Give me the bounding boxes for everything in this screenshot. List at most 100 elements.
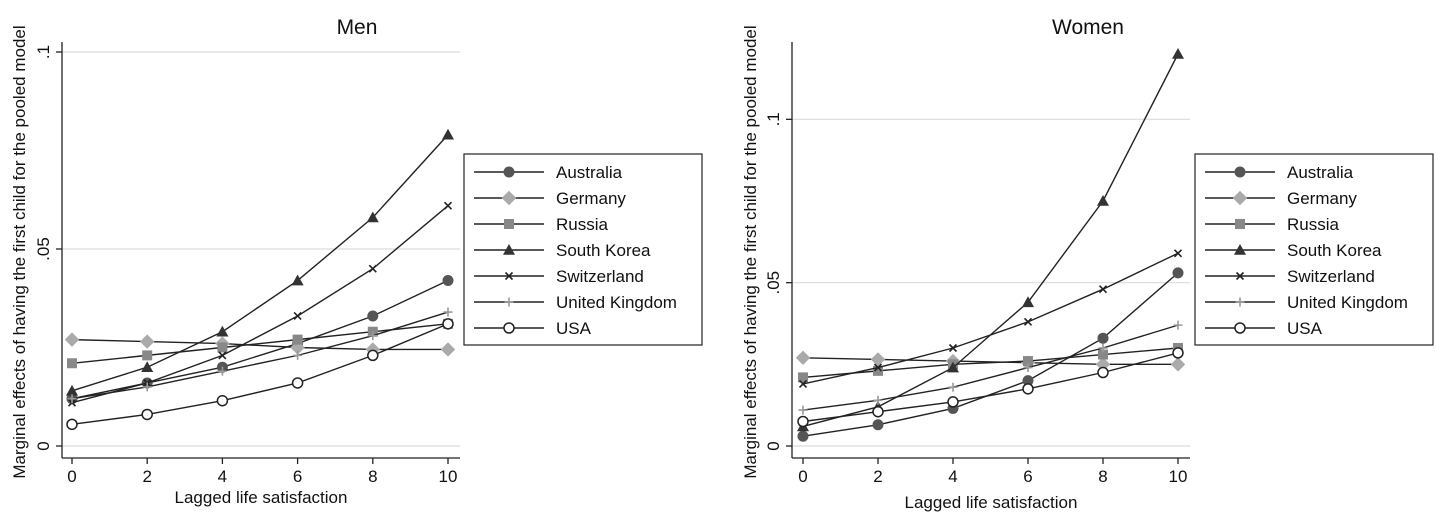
data-point (1098, 349, 1108, 360)
legend-label: Russia (1287, 215, 1340, 234)
data-point (142, 350, 153, 361)
x-tick-label: 10 (439, 467, 458, 486)
legend-marker (1234, 322, 1246, 334)
legend-marker (1235, 219, 1245, 229)
series-australia (66, 275, 454, 405)
data-point (443, 307, 453, 317)
data-point (948, 343, 958, 353)
legend-item-south-korea: South Korea (474, 241, 651, 260)
data-point (1172, 267, 1184, 279)
series-switzerland (67, 201, 453, 407)
legend-label: USA (556, 319, 592, 338)
series-line (71, 323, 449, 364)
legend-item-australia: Australia (1205, 163, 1354, 182)
legend-item-united-kingdom: United Kingdom (1205, 293, 1408, 312)
data-point (872, 405, 884, 418)
data-point (367, 310, 379, 322)
series-line (802, 352, 1179, 423)
series-south-korea (66, 128, 454, 396)
x-axis-label: Lagged life satisfaction (905, 493, 1078, 512)
data-point (1172, 347, 1184, 359)
data-point (870, 352, 886, 367)
data-point (1023, 317, 1033, 326)
data-point (1172, 48, 1184, 59)
data-point (442, 128, 454, 140)
chart-title: Men (337, 16, 378, 39)
data-point (442, 318, 454, 330)
data-point (141, 408, 153, 421)
data-point (218, 351, 227, 360)
legend-item-russia: Russia (1205, 215, 1340, 234)
x-tick-label: 2 (873, 467, 882, 486)
legend-label: Germany (556, 189, 626, 208)
series-line (71, 205, 449, 404)
legend-item-usa: USA (474, 319, 592, 338)
series-line (802, 347, 1179, 379)
legend-marker (1235, 271, 1245, 281)
chart-women: 0 .05 .1 0 2 4 6 8 10 Women Lagged life satisfacti… (741, 16, 1434, 512)
data-point (798, 379, 808, 388)
legend-label: United Kingdom (1287, 293, 1408, 312)
data-point (293, 350, 303, 360)
data-point (66, 418, 78, 431)
y-tick-label: .05 (764, 271, 783, 295)
data-point (440, 342, 456, 357)
series-switzerland (798, 249, 1183, 388)
legend-marker (504, 297, 514, 307)
data-point (293, 311, 302, 321)
legend-label: Switzerland (556, 267, 644, 286)
data-point (216, 394, 229, 407)
x-tick-label: 0 (67, 467, 76, 486)
y-axis-label: Marginal effects of having the first chi… (10, 25, 29, 478)
series-line (71, 323, 449, 426)
legend-label: United Kingdom (556, 293, 677, 312)
series-line (802, 324, 1179, 411)
x-tick-label: 2 (142, 467, 151, 486)
series-australia (797, 267, 1184, 442)
data-point (1097, 195, 1109, 206)
data-point (1098, 343, 1108, 353)
data-point (64, 332, 80, 347)
y-tick-label: .1 (764, 112, 783, 126)
data-point (216, 325, 229, 337)
data-point (797, 430, 809, 442)
data-point (367, 349, 379, 362)
x-tick-label: 4 (948, 467, 957, 486)
legend-label: Switzerland (1287, 267, 1375, 286)
legend-marker (1232, 190, 1248, 206)
series-line (802, 272, 1179, 437)
legend-marker (503, 322, 515, 334)
legend-label: Russia (556, 215, 609, 234)
data-point (442, 275, 454, 287)
legend-marker (503, 244, 515, 255)
series-line (802, 252, 1179, 385)
series-line (71, 279, 449, 400)
data-point (1022, 296, 1034, 308)
legend-item-switzerland: Switzerland (474, 267, 644, 286)
data-point (1023, 363, 1033, 373)
data-point (67, 358, 77, 369)
series-germany (64, 332, 456, 357)
series-united-kingdom (798, 320, 1183, 415)
legend-item-germany: Germany (474, 189, 626, 208)
data-point (1098, 285, 1108, 294)
data-point (1173, 320, 1183, 330)
series-line (71, 311, 449, 400)
data-point (873, 365, 883, 376)
data-point (292, 334, 303, 345)
x-tick-label: 10 (1169, 467, 1188, 486)
x-tick-label: 8 (368, 467, 377, 486)
series-russia (798, 343, 1183, 383)
y-tick-label: .1 (34, 45, 53, 59)
data-point (142, 382, 152, 392)
series-russia (67, 318, 453, 369)
data-point (872, 419, 884, 431)
legend-label: Germany (1287, 189, 1357, 208)
chart-title: Women (1052, 16, 1124, 39)
series-united-kingdom (67, 307, 453, 404)
legend-label: Australia (556, 163, 623, 182)
legend-marker (501, 190, 517, 206)
data-point (1022, 383, 1034, 395)
x-tick-label: 8 (1098, 467, 1107, 486)
x-tick-label: 0 (798, 467, 807, 486)
